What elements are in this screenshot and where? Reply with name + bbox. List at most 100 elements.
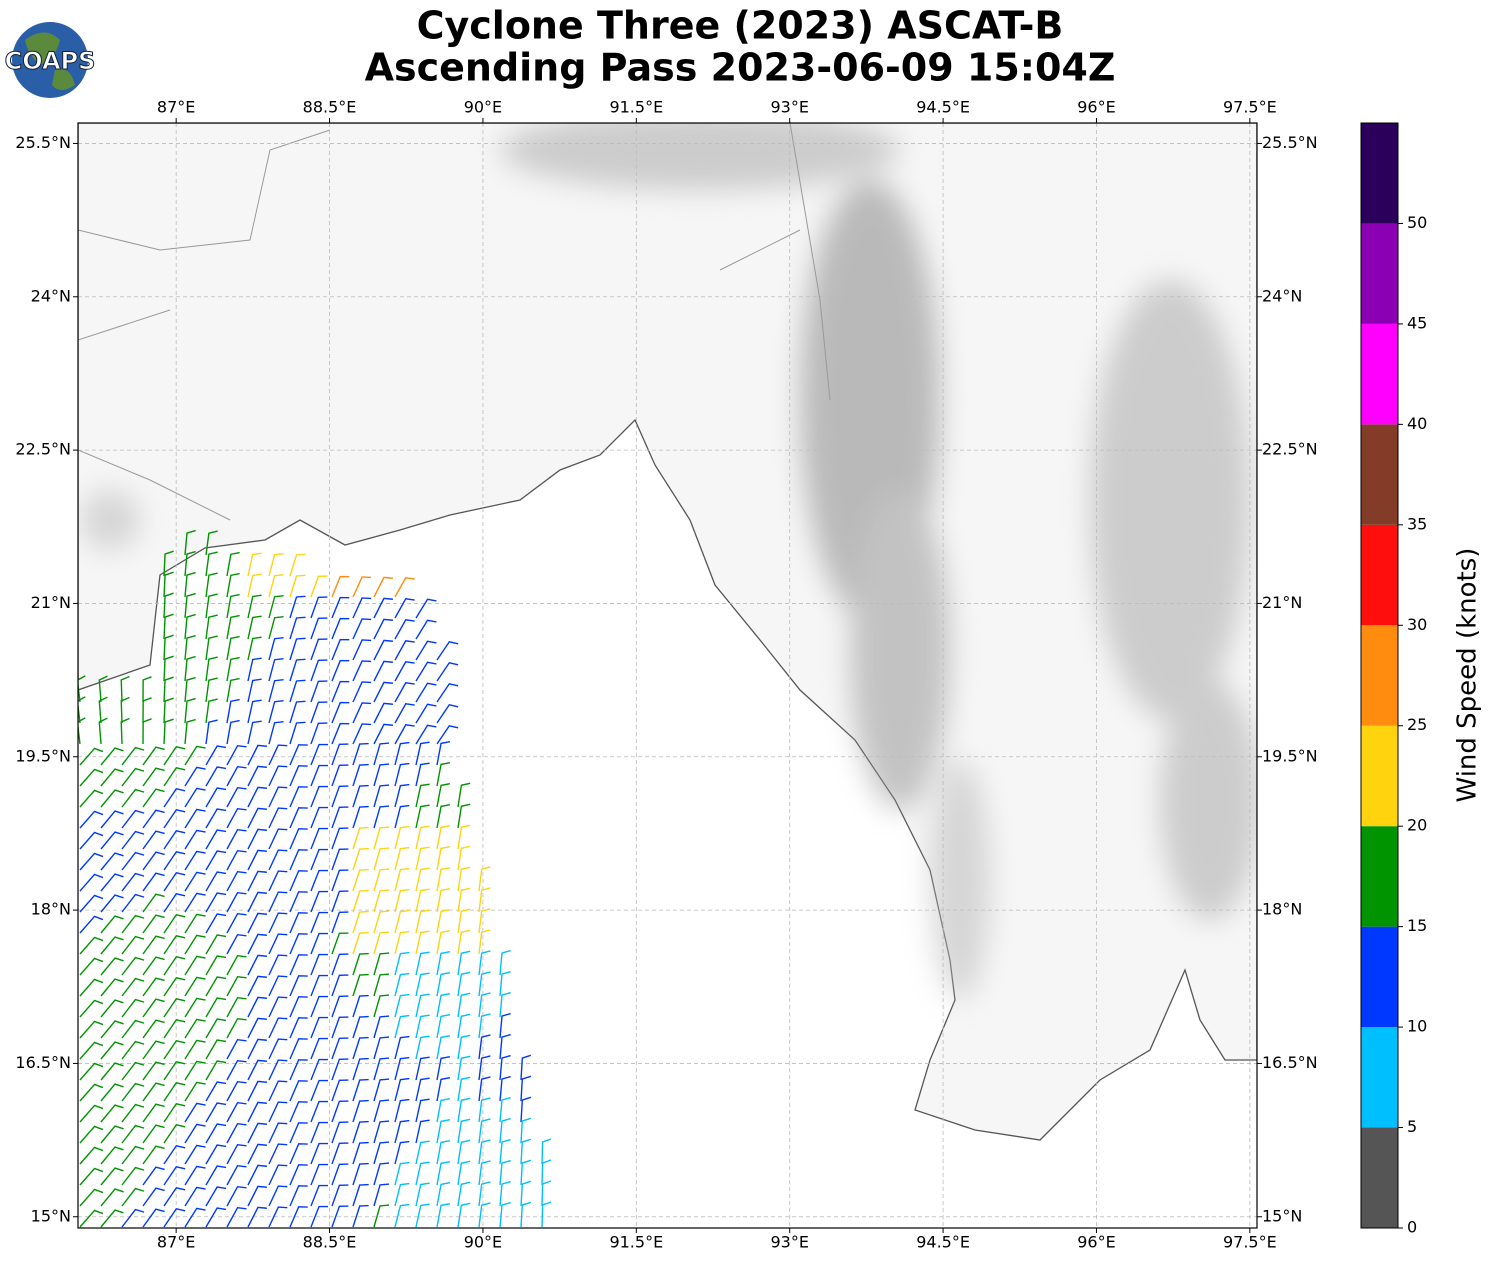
wind-barb bbox=[100, 894, 124, 913]
wind-barb bbox=[289, 954, 308, 976]
colorbar-tick-label: 5 bbox=[1407, 1117, 1417, 1136]
wind-barb bbox=[457, 1160, 471, 1186]
wind-barb bbox=[436, 724, 459, 745]
y-tick-label: 22.5°N bbox=[15, 440, 71, 459]
wind-barb bbox=[205, 1018, 227, 1039]
wind-barb bbox=[120, 696, 130, 724]
wind-barb bbox=[184, 718, 196, 745]
wind-barb bbox=[268, 616, 284, 640]
map-frame bbox=[77, 122, 1258, 1229]
wind-barb bbox=[478, 929, 491, 955]
wind-barb bbox=[394, 682, 415, 703]
wind-barb bbox=[205, 1207, 227, 1228]
wind-barb bbox=[100, 1125, 124, 1144]
wind-barb bbox=[226, 593, 240, 619]
wind-barb bbox=[373, 826, 390, 850]
wind-barb bbox=[289, 553, 306, 577]
wind-barb bbox=[457, 1139, 471, 1165]
wind-barb bbox=[247, 594, 262, 619]
wind-barb bbox=[163, 613, 174, 640]
wind-barb bbox=[100, 1062, 124, 1081]
wind-barb bbox=[142, 1019, 165, 1039]
wind-barb bbox=[205, 976, 227, 997]
colorbar-tick-label: 35 bbox=[1407, 514, 1427, 533]
wind-barb bbox=[121, 1208, 145, 1228]
wind-barb bbox=[205, 850, 227, 871]
wind-barb bbox=[247, 912, 267, 934]
wind-barb bbox=[478, 992, 491, 1018]
wind-barb bbox=[79, 1188, 104, 1207]
wind-barb bbox=[457, 992, 471, 1018]
wind-barb bbox=[98, 675, 108, 703]
wind-barb bbox=[436, 640, 459, 661]
wind-barb bbox=[226, 1017, 247, 1039]
wind-barb bbox=[415, 598, 437, 619]
border bbox=[78, 123, 831, 521]
colorbar-segment bbox=[1361, 1127, 1398, 1228]
wind-barb bbox=[457, 1181, 471, 1207]
wind-barb bbox=[331, 659, 350, 682]
wind-barb bbox=[100, 1104, 124, 1123]
wind-barb bbox=[352, 763, 369, 787]
wind-barb bbox=[352, 952, 369, 976]
wind-barb bbox=[352, 1057, 369, 1081]
wind-barb bbox=[121, 830, 145, 850]
wind-barb bbox=[268, 658, 284, 682]
wind-barb bbox=[289, 744, 308, 766]
wind-barb bbox=[120, 675, 130, 703]
wind-barb bbox=[226, 765, 247, 787]
wind-barb bbox=[310, 1184, 329, 1207]
wind-barb bbox=[163, 655, 174, 682]
wind-barb bbox=[268, 1038, 288, 1060]
wind-barb bbox=[310, 722, 328, 745]
wind-barb bbox=[268, 975, 288, 997]
wind-barb bbox=[289, 1164, 308, 1186]
wind-barb bbox=[163, 892, 186, 913]
wind-barb bbox=[142, 746, 165, 766]
wind-barb bbox=[247, 678, 262, 703]
wind-barb bbox=[100, 768, 124, 787]
wind-barb bbox=[184, 808, 206, 829]
wind-barb bbox=[142, 914, 165, 934]
wind-barb bbox=[310, 995, 329, 1018]
wind-barb bbox=[163, 550, 174, 577]
wind-barb bbox=[394, 909, 410, 934]
wind-barb bbox=[289, 1206, 308, 1228]
wind-barb bbox=[457, 782, 471, 808]
wind-barb bbox=[415, 993, 430, 1018]
wind-barb bbox=[163, 1039, 186, 1060]
wind-barb bbox=[478, 1139, 491, 1165]
wind-barb bbox=[310, 1163, 329, 1186]
wind-barb bbox=[163, 787, 186, 808]
y-tick-label: 19.5°N bbox=[1262, 746, 1318, 765]
wind-barb bbox=[289, 595, 306, 619]
y-tick-label: 25.5°N bbox=[1262, 133, 1318, 152]
wind-barb bbox=[310, 701, 328, 724]
wind-barb bbox=[226, 1080, 247, 1102]
wind-barb bbox=[541, 1138, 552, 1165]
wind-barb bbox=[394, 1140, 410, 1165]
wind-barb bbox=[352, 1183, 369, 1207]
wind-barb bbox=[142, 1040, 165, 1060]
wind-barb bbox=[142, 1208, 165, 1228]
wind-barb bbox=[79, 831, 104, 850]
wind-barb bbox=[310, 1016, 329, 1039]
wind-barb bbox=[415, 1077, 430, 1102]
wind-barb bbox=[289, 574, 306, 598]
wind-barb bbox=[289, 679, 306, 703]
x-tick-label: 93°E bbox=[770, 1233, 808, 1252]
wind-barb bbox=[184, 997, 206, 1018]
wind-barb bbox=[394, 724, 415, 745]
wind-barb bbox=[79, 1209, 104, 1228]
wind-barb bbox=[499, 1117, 511, 1144]
wind-barb bbox=[478, 971, 491, 997]
wind-barb bbox=[268, 891, 288, 913]
wind-barb bbox=[289, 933, 308, 955]
wind-barb bbox=[499, 1033, 511, 1060]
wind-barb bbox=[289, 765, 308, 787]
wind-barb bbox=[331, 785, 349, 808]
wind-barb bbox=[436, 1014, 451, 1039]
wind-barb bbox=[226, 1059, 247, 1081]
wind-barb bbox=[520, 1201, 532, 1228]
wind-barb bbox=[373, 618, 393, 640]
